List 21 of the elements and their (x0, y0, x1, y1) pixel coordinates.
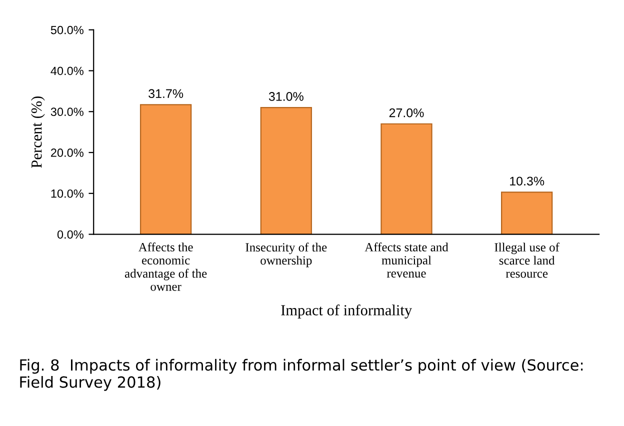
caption: Fig. 8 Impacts of informality from informal settler’s point of view (Source: Field Survey 2018) (20, 358, 583, 391)
data-label: 10.3% (510, 176, 544, 186)
x-axis-title: Impact of informality (281, 304, 412, 319)
x-tick-label: Insecurity of the ownership (246, 242, 327, 268)
data-label: 27.0% (389, 108, 424, 118)
y-tick-label: 0.0% (57, 230, 84, 239)
y-tick-label: 20.0% (51, 148, 84, 157)
y-tick-label: 30.0% (50, 108, 84, 116)
y-tick-label: 40.0% (50, 66, 84, 76)
y-tick-label: 10.0% (51, 189, 84, 198)
data-label: 31.7% (148, 89, 184, 98)
bar (140, 104, 192, 234)
x-tick-label: Affects state and municipal revenue (364, 242, 448, 278)
y-tick-label: 50.0% (50, 26, 84, 34)
bar (260, 106, 312, 234)
x-tick-label: Illegal use of scarce land resource (494, 242, 560, 278)
bar (501, 192, 553, 234)
bar (380, 123, 432, 234)
y-axis-title: Percent (%) (30, 96, 45, 168)
data-label: 31.0% (268, 92, 304, 101)
x-tick-label: Affects the economic advantage of the owner (124, 242, 207, 291)
